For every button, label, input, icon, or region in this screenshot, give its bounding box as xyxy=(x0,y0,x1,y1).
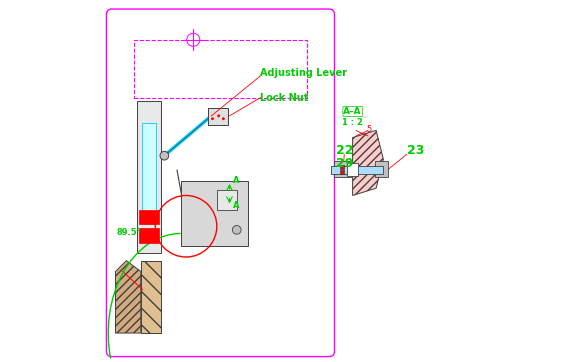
Circle shape xyxy=(211,117,214,120)
Polygon shape xyxy=(141,261,161,333)
Bar xyxy=(137,101,161,253)
Bar xyxy=(331,166,384,174)
Text: A: A xyxy=(233,176,240,185)
Text: Lock Nut: Lock Nut xyxy=(260,93,309,104)
Bar xyxy=(351,170,355,174)
Bar xyxy=(208,108,228,125)
Bar xyxy=(334,161,352,177)
Text: 22: 22 xyxy=(336,144,354,157)
Circle shape xyxy=(160,151,169,160)
Polygon shape xyxy=(352,130,384,195)
Text: A–A: A–A xyxy=(343,107,362,116)
Text: 1 : 2: 1 : 2 xyxy=(342,118,363,127)
Bar xyxy=(180,181,248,246)
Circle shape xyxy=(217,114,220,117)
Bar xyxy=(139,210,159,224)
Bar xyxy=(340,165,344,169)
Text: A: A xyxy=(233,201,240,210)
Circle shape xyxy=(222,117,225,120)
Text: 23: 23 xyxy=(407,144,424,157)
Bar xyxy=(217,190,237,210)
Bar xyxy=(340,170,344,174)
Bar xyxy=(351,165,355,169)
Circle shape xyxy=(232,226,241,234)
Text: 5: 5 xyxy=(367,126,372,135)
Polygon shape xyxy=(116,261,141,333)
Text: 29: 29 xyxy=(336,156,354,169)
Bar xyxy=(139,228,159,243)
Bar xyxy=(375,161,387,177)
Text: 89.5°: 89.5° xyxy=(116,228,141,237)
Text: Adjusting Lever: Adjusting Lever xyxy=(260,68,347,78)
Bar xyxy=(134,40,307,98)
Bar xyxy=(142,123,156,224)
Bar xyxy=(347,163,358,176)
